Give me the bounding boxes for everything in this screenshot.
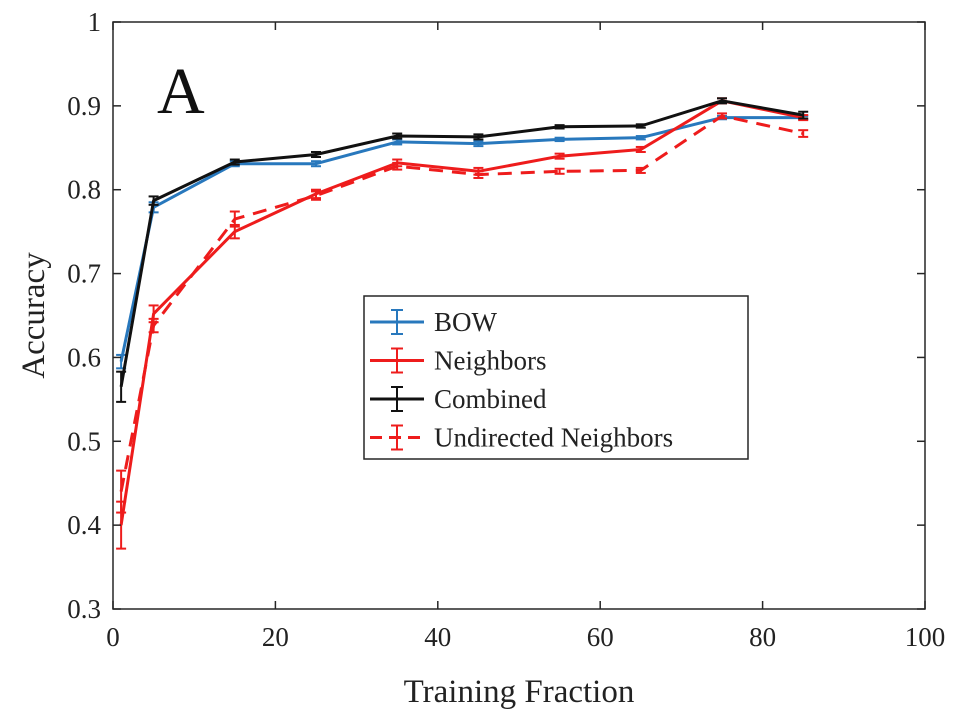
series-undirected-neighbors bbox=[116, 112, 809, 514]
x-tick-label: 60 bbox=[587, 622, 614, 652]
y-tick-label: 0.4 bbox=[67, 510, 101, 540]
legend-entry-neighbors: Neighbors bbox=[370, 346, 546, 376]
y-tick-label: 0.5 bbox=[67, 426, 101, 456]
legend-entry-undirected-neighbors: Undirected Neighbors bbox=[370, 423, 673, 453]
legend-label: Undirected Neighbors bbox=[434, 423, 673, 453]
legend-box bbox=[363, 295, 749, 460]
chart-marks bbox=[116, 97, 809, 550]
legend-label: Combined bbox=[434, 384, 547, 414]
legend-entry-combined: Combined bbox=[370, 384, 547, 414]
legend-label: BOW bbox=[434, 307, 498, 337]
legend-entry-bow: BOW bbox=[370, 307, 498, 337]
x-tick-label: 0 bbox=[106, 622, 120, 652]
x-tick-label: 40 bbox=[424, 622, 451, 652]
panel-label: A bbox=[157, 55, 205, 128]
y-tick-label: 1 bbox=[88, 7, 102, 37]
y-tick-label: 0.8 bbox=[67, 175, 101, 205]
y-tick-label: 0.6 bbox=[67, 342, 101, 372]
y-axis-label: Accuracy bbox=[16, 252, 52, 379]
y-tick-label: 0.7 bbox=[67, 259, 101, 289]
x-tick-label: 80 bbox=[749, 622, 776, 652]
axis-ticks: 0 20 40 60 80 100 0.3 0.4 0.5 0.6 0.7 0.8 0.9 1 bbox=[67, 7, 945, 652]
plot-frame bbox=[112, 21, 926, 610]
series-line-undirected-neighbors bbox=[119, 114, 804, 492]
legend-label: Neighbors bbox=[434, 346, 546, 376]
series-combined bbox=[116, 97, 809, 403]
y-tick-label: 0.3 bbox=[67, 594, 101, 624]
x-tick-label: 20 bbox=[262, 622, 289, 652]
legend: BOW Neighbors Combined Undirected Neighbors bbox=[363, 295, 749, 460]
series-line-bow bbox=[119, 116, 804, 362]
x-tick-label: 100 bbox=[905, 622, 946, 652]
y-tick-label: 0.9 bbox=[67, 91, 101, 121]
x-axis-label: Training Fraction bbox=[404, 674, 635, 710]
series-line-combined bbox=[119, 99, 804, 388]
